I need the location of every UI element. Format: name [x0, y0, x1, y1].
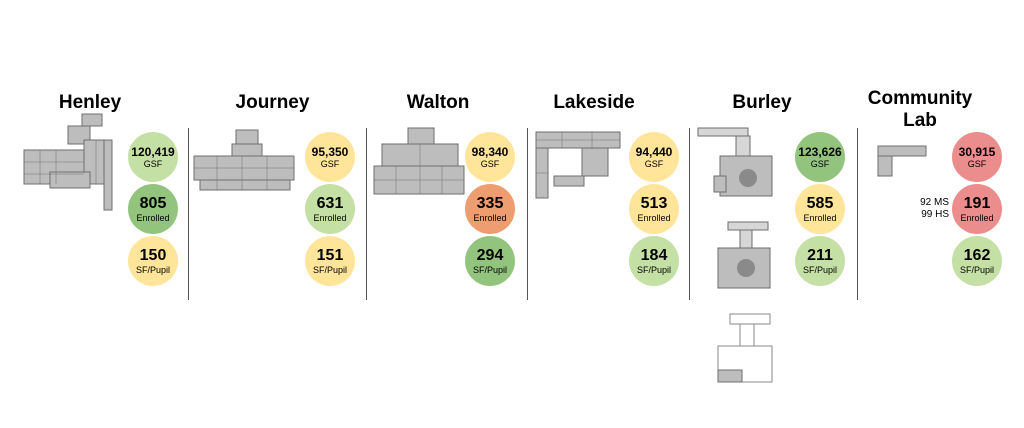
- metric-gsf: 123,626 GSF: [795, 132, 845, 182]
- floor-plan-image: [717, 313, 773, 383]
- school-name: Journey: [235, 92, 310, 113]
- school-name: Burley: [732, 92, 792, 113]
- metric-enrolled: 513 Enrolled: [629, 184, 679, 234]
- metric-sf-per-pupil: 184 SF/Pupil: [629, 236, 679, 286]
- school-name: Henley: [58, 92, 122, 113]
- floor-plan-image: [877, 145, 927, 177]
- school-journey: Journey 95,350 GSF 631 Enrolled 151 SF/P…: [190, 0, 365, 428]
- floor-plan-image: [373, 127, 465, 195]
- school-burley: Burley 123,626 GSF 585: [692, 0, 854, 428]
- metric-gsf: 120,419 GSF: [128, 132, 178, 182]
- floor-plan-image: [23, 113, 113, 211]
- metric-gsf: 95,350 GSF: [305, 132, 355, 182]
- floor-plan-image: [193, 129, 295, 191]
- school-lakeside: Lakeside 94,440 GSF 513 Enrolled 184 SF/…: [530, 0, 688, 428]
- column-divider: [527, 128, 528, 300]
- school-name: Walton: [406, 92, 470, 113]
- school-name: Lakeside: [553, 92, 635, 113]
- floor-plan-image: [697, 127, 773, 197]
- metric-enrolled: 191 Enrolled: [952, 184, 1002, 234]
- metric-gsf: 30,915 GSF: [952, 132, 1002, 182]
- school-name: Community Lab: [867, 88, 973, 131]
- column-divider: [857, 128, 858, 300]
- metric-gsf: 98,340 GSF: [465, 132, 515, 182]
- metric-gsf: 94,440 GSF: [629, 132, 679, 182]
- enrollment-breakdown: 92 MS 99 HS: [920, 197, 949, 220]
- metric-sf-per-pupil: 294 SF/Pupil: [465, 236, 515, 286]
- metric-sf-per-pupil: 151 SF/Pupil: [305, 236, 355, 286]
- metric-enrolled: 805 Enrolled: [128, 184, 178, 234]
- metric-sf-per-pupil: 150 SF/Pupil: [128, 236, 178, 286]
- floor-plan-image: [535, 131, 621, 199]
- column-divider: [188, 128, 189, 300]
- metric-sf-per-pupil: 162 SF/Pupil: [952, 236, 1002, 286]
- metric-enrolled: 585 Enrolled: [795, 184, 845, 234]
- school-community-lab: Community Lab 92 MS 99 HS 30,915 GSF 191…: [860, 0, 1020, 428]
- school-henley: Henley 120,419 GSF 805 Enrolled 150 SF/P…: [20, 0, 185, 428]
- column-divider: [689, 128, 690, 300]
- metric-sf-per-pupil: 211 SF/Pupil: [795, 236, 845, 286]
- metric-enrolled: 335 Enrolled: [465, 184, 515, 234]
- column-divider: [366, 128, 367, 300]
- floor-plan-image: [717, 221, 771, 289]
- school-walton: Walton 98,340 GSF 335 Enrolled 294 SF/Pu…: [368, 0, 526, 428]
- metric-enrolled: 631 Enrolled: [305, 184, 355, 234]
